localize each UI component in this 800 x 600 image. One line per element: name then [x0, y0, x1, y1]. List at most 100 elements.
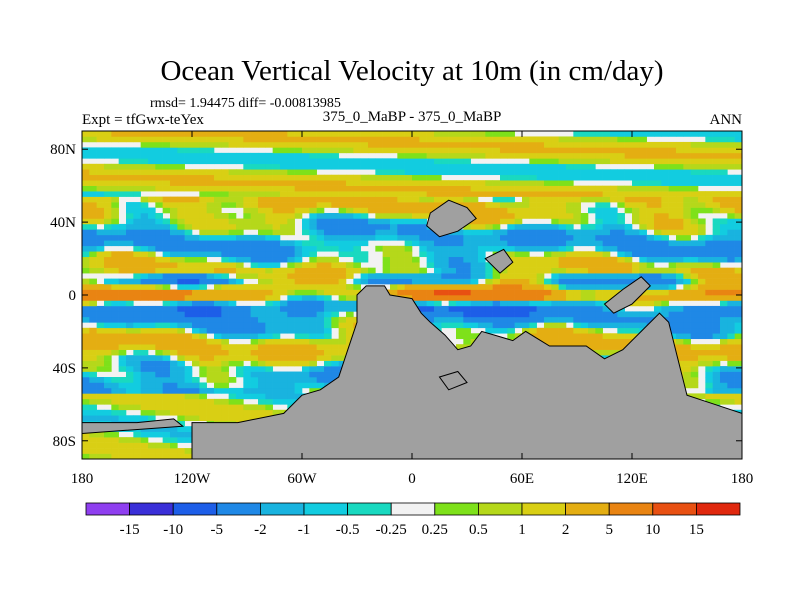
field-cell [353, 196, 361, 203]
field-cell [221, 300, 229, 307]
field-cell [155, 377, 163, 383]
field-cell [727, 136, 735, 143]
field-cell [448, 305, 457, 312]
colorbar-label: -10 [163, 522, 183, 538]
field-cell [602, 338, 611, 345]
field-cell [133, 251, 141, 258]
field-cell [346, 185, 354, 192]
field-cell [280, 360, 288, 367]
field-cell [419, 136, 427, 143]
field-cell [514, 311, 523, 318]
field-cell [382, 163, 391, 170]
field-cell [148, 338, 156, 345]
field-cell [140, 229, 149, 236]
field-cell [258, 284, 266, 290]
field-cell [412, 136, 420, 143]
field-cell [324, 202, 332, 208]
field-cell [228, 387, 237, 394]
field-cell [661, 305, 669, 312]
field-cell [82, 234, 90, 241]
field-cell [280, 163, 288, 170]
field-cell [595, 300, 603, 307]
field-cell [646, 169, 655, 176]
field-cell [192, 322, 200, 329]
field-cell [258, 163, 266, 170]
field-cell [610, 245, 618, 252]
field-cell [397, 218, 405, 225]
field-cell [272, 387, 281, 394]
field-cell [617, 256, 625, 263]
field-cell [595, 327, 603, 334]
field-cell [573, 141, 581, 148]
field-cell [162, 223, 171, 230]
field-cell [654, 223, 662, 230]
field-cell [529, 174, 537, 181]
field-cell [434, 278, 442, 285]
field-cell [302, 284, 310, 290]
field-cell [177, 256, 185, 263]
field-cell [126, 398, 134, 405]
field-cell [390, 278, 398, 285]
field-cell [734, 322, 742, 329]
field-cell [258, 278, 266, 285]
field-cell [148, 131, 156, 137]
field-cell [368, 158, 376, 165]
field-cell [448, 131, 457, 137]
field-cell [287, 191, 295, 197]
field-cell [698, 305, 706, 312]
field-cell [492, 305, 501, 312]
field-cell [698, 360, 706, 367]
field-cell [426, 311, 435, 318]
field-cell [690, 202, 699, 208]
field-cell [734, 267, 742, 274]
field-cell [412, 131, 420, 137]
field-cell [155, 245, 163, 252]
field-cell [192, 295, 200, 301]
field-cell [580, 256, 589, 263]
field-cell [404, 267, 413, 274]
field-cell [140, 338, 149, 345]
field-cell [96, 251, 105, 258]
field-cell [250, 207, 259, 214]
field-cell [360, 223, 369, 230]
field-cell [595, 131, 603, 137]
field-cell [683, 229, 691, 236]
field-cell [177, 218, 185, 225]
field-cell [456, 267, 464, 274]
field-cell [492, 295, 501, 301]
field-cell [558, 202, 567, 208]
field-cell [734, 300, 742, 307]
field-cell [676, 169, 684, 176]
field-cell [287, 256, 295, 263]
field-cell [126, 262, 134, 268]
field-cell [558, 218, 567, 225]
field-cell [162, 136, 171, 143]
field-cell [602, 152, 611, 159]
field-cell [390, 207, 398, 214]
field-cell [705, 398, 713, 405]
field-cell [558, 316, 567, 323]
field-cell [316, 207, 325, 214]
field-cell [221, 213, 229, 219]
field-cell [184, 229, 193, 236]
field-cell [419, 300, 427, 307]
field-cell [595, 185, 603, 192]
field-cell [199, 256, 207, 263]
field-cell [140, 278, 149, 285]
field-cell [404, 284, 413, 290]
field-cell [287, 147, 295, 154]
field-cell [228, 234, 237, 241]
field-cell [177, 322, 185, 329]
field-cell [463, 338, 471, 345]
field-cell [720, 316, 728, 323]
field-cell [258, 169, 266, 176]
field-cell [734, 229, 742, 236]
field-cell [712, 311, 721, 318]
field-cell [676, 152, 684, 159]
field-cell [646, 311, 655, 318]
field-cell [162, 141, 171, 148]
field-cell [382, 180, 391, 186]
field-cell [177, 267, 185, 274]
field-cell [228, 327, 237, 334]
field-cell [96, 338, 105, 345]
